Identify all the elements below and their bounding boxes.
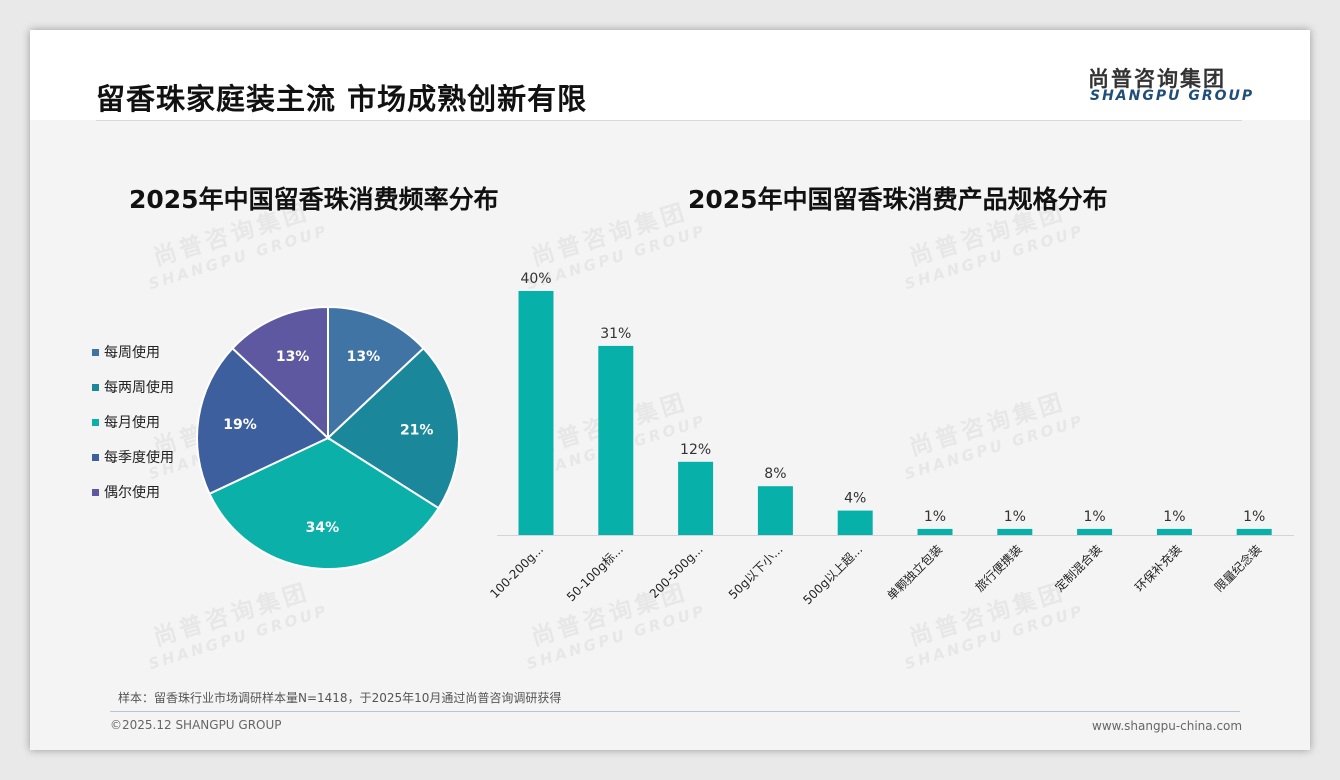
header: 留香珠家庭装主流 市场成熟创新有限 尚普咨询集团 SHANGPU GROUP <box>30 30 1310 120</box>
bar <box>518 291 554 535</box>
bar <box>1077 528 1113 535</box>
x-tick-label: 环保补充装 <box>1131 542 1184 595</box>
pie-slice <box>231 305 329 441</box>
pie-slice-label: 19% <box>223 417 257 433</box>
x-tick-label: 定制混合装 <box>1052 542 1105 595</box>
bar <box>1156 528 1192 535</box>
pie-slice <box>326 346 460 510</box>
bar-value-label: 1% <box>1083 509 1105 525</box>
legend-label: 偶尔使用 <box>104 485 160 501</box>
sample-note: 样本：留香珠行业市场调研样本量N=1418，于2025年10月通过尚普咨询调研获… <box>118 691 562 705</box>
pie-chart: 13% 21% 34% 19% 13% <box>196 305 460 570</box>
x-tick-label: 单颗独立包装 <box>884 542 946 604</box>
legend-label: 每两周使用 <box>104 380 174 396</box>
legend-item: 每两周使用 <box>92 377 174 396</box>
logo-english: SHANGPU GROUP <box>1090 88 1255 104</box>
legend-item: 每季度使用 <box>92 447 174 466</box>
x-tick-label: 500g以上超... <box>800 542 866 608</box>
logo-chinese: 尚普咨询集团 <box>1088 67 1226 91</box>
legend-label: 每季度使用 <box>104 450 174 466</box>
bar-value-label: 1% <box>1243 509 1265 525</box>
legend-item: 偶尔使用 <box>92 482 174 501</box>
bar-value-label: 4% <box>844 491 866 507</box>
legend-swatch <box>92 418 99 426</box>
bar-value-label: 40% <box>520 271 551 287</box>
website-link: www.shangpu-china.com <box>1092 719 1243 733</box>
bar-value-label: 1% <box>1004 509 1026 525</box>
bar-chart: 40% 100-200g... 31% 50-100g标... 12% 200-500g.… <box>487 271 1294 607</box>
bar-value-label: 31% <box>600 326 631 342</box>
bar <box>997 528 1033 535</box>
pie-slice-label: 21% <box>400 423 434 439</box>
legend-swatch <box>92 488 99 496</box>
bar-value-label: 1% <box>924 509 946 525</box>
bar <box>917 528 953 535</box>
pie-slice <box>208 436 440 570</box>
pie-slice-label: 34% <box>306 520 340 536</box>
x-tick-label: 旅行便携装 <box>972 542 1025 595</box>
x-tick-label: 50-100g标... <box>564 542 626 604</box>
legend-item: 每月使用 <box>92 412 174 431</box>
legend-item: 每周使用 <box>92 342 174 361</box>
bar-value-label: 8% <box>764 466 786 482</box>
bar-chart-title: 2025年中国留香珠消费产品规格分布 <box>688 185 1108 214</box>
header-divider <box>96 120 1242 121</box>
legend-swatch <box>92 348 99 356</box>
pie-chart-title: 2025年中国留香珠消费频率分布 <box>129 185 499 214</box>
x-tick-label: 200-500g... <box>647 542 706 601</box>
pie-slice <box>327 305 425 441</box>
footer-divider <box>110 711 1240 712</box>
bar <box>1236 528 1272 535</box>
pie-slice <box>196 346 330 496</box>
bar <box>598 345 634 535</box>
legend-label: 每周使用 <box>104 345 160 361</box>
pie-slice-label: 13% <box>276 349 310 365</box>
x-tick-label: 100-200g... <box>487 542 546 601</box>
bar-value-label: 12% <box>680 442 711 458</box>
bar-value-label: 1% <box>1163 509 1185 525</box>
legend-swatch <box>92 453 99 461</box>
pie-slice-label: 13% <box>347 349 381 365</box>
charts-canvas: 13% 21% 34% 19% 13% 40% 100-200g... 31% 50-100g… <box>196 271 1294 607</box>
x-tick-label: 限量纪念装 <box>1211 542 1264 595</box>
bar <box>837 510 873 535</box>
x-tick-label: 50g以下小... <box>726 542 786 602</box>
page-title: 留香珠家庭装主流 市场成熟创新有限 <box>96 82 588 116</box>
pie-legend: 每周使用每两周使用每月使用每季度使用偶尔使用 <box>92 342 174 517</box>
legend-swatch <box>92 383 99 391</box>
bar <box>678 461 714 535</box>
legend-label: 每月使用 <box>104 415 160 431</box>
slide: 尚普咨询集团 SHANGPU GROUP 尚普咨询集团 SHANGPU GROUP 尚普… <box>30 30 1310 750</box>
copyright: ©2025.12 SHANGPU GROUP <box>110 718 282 732</box>
bar <box>757 486 793 535</box>
